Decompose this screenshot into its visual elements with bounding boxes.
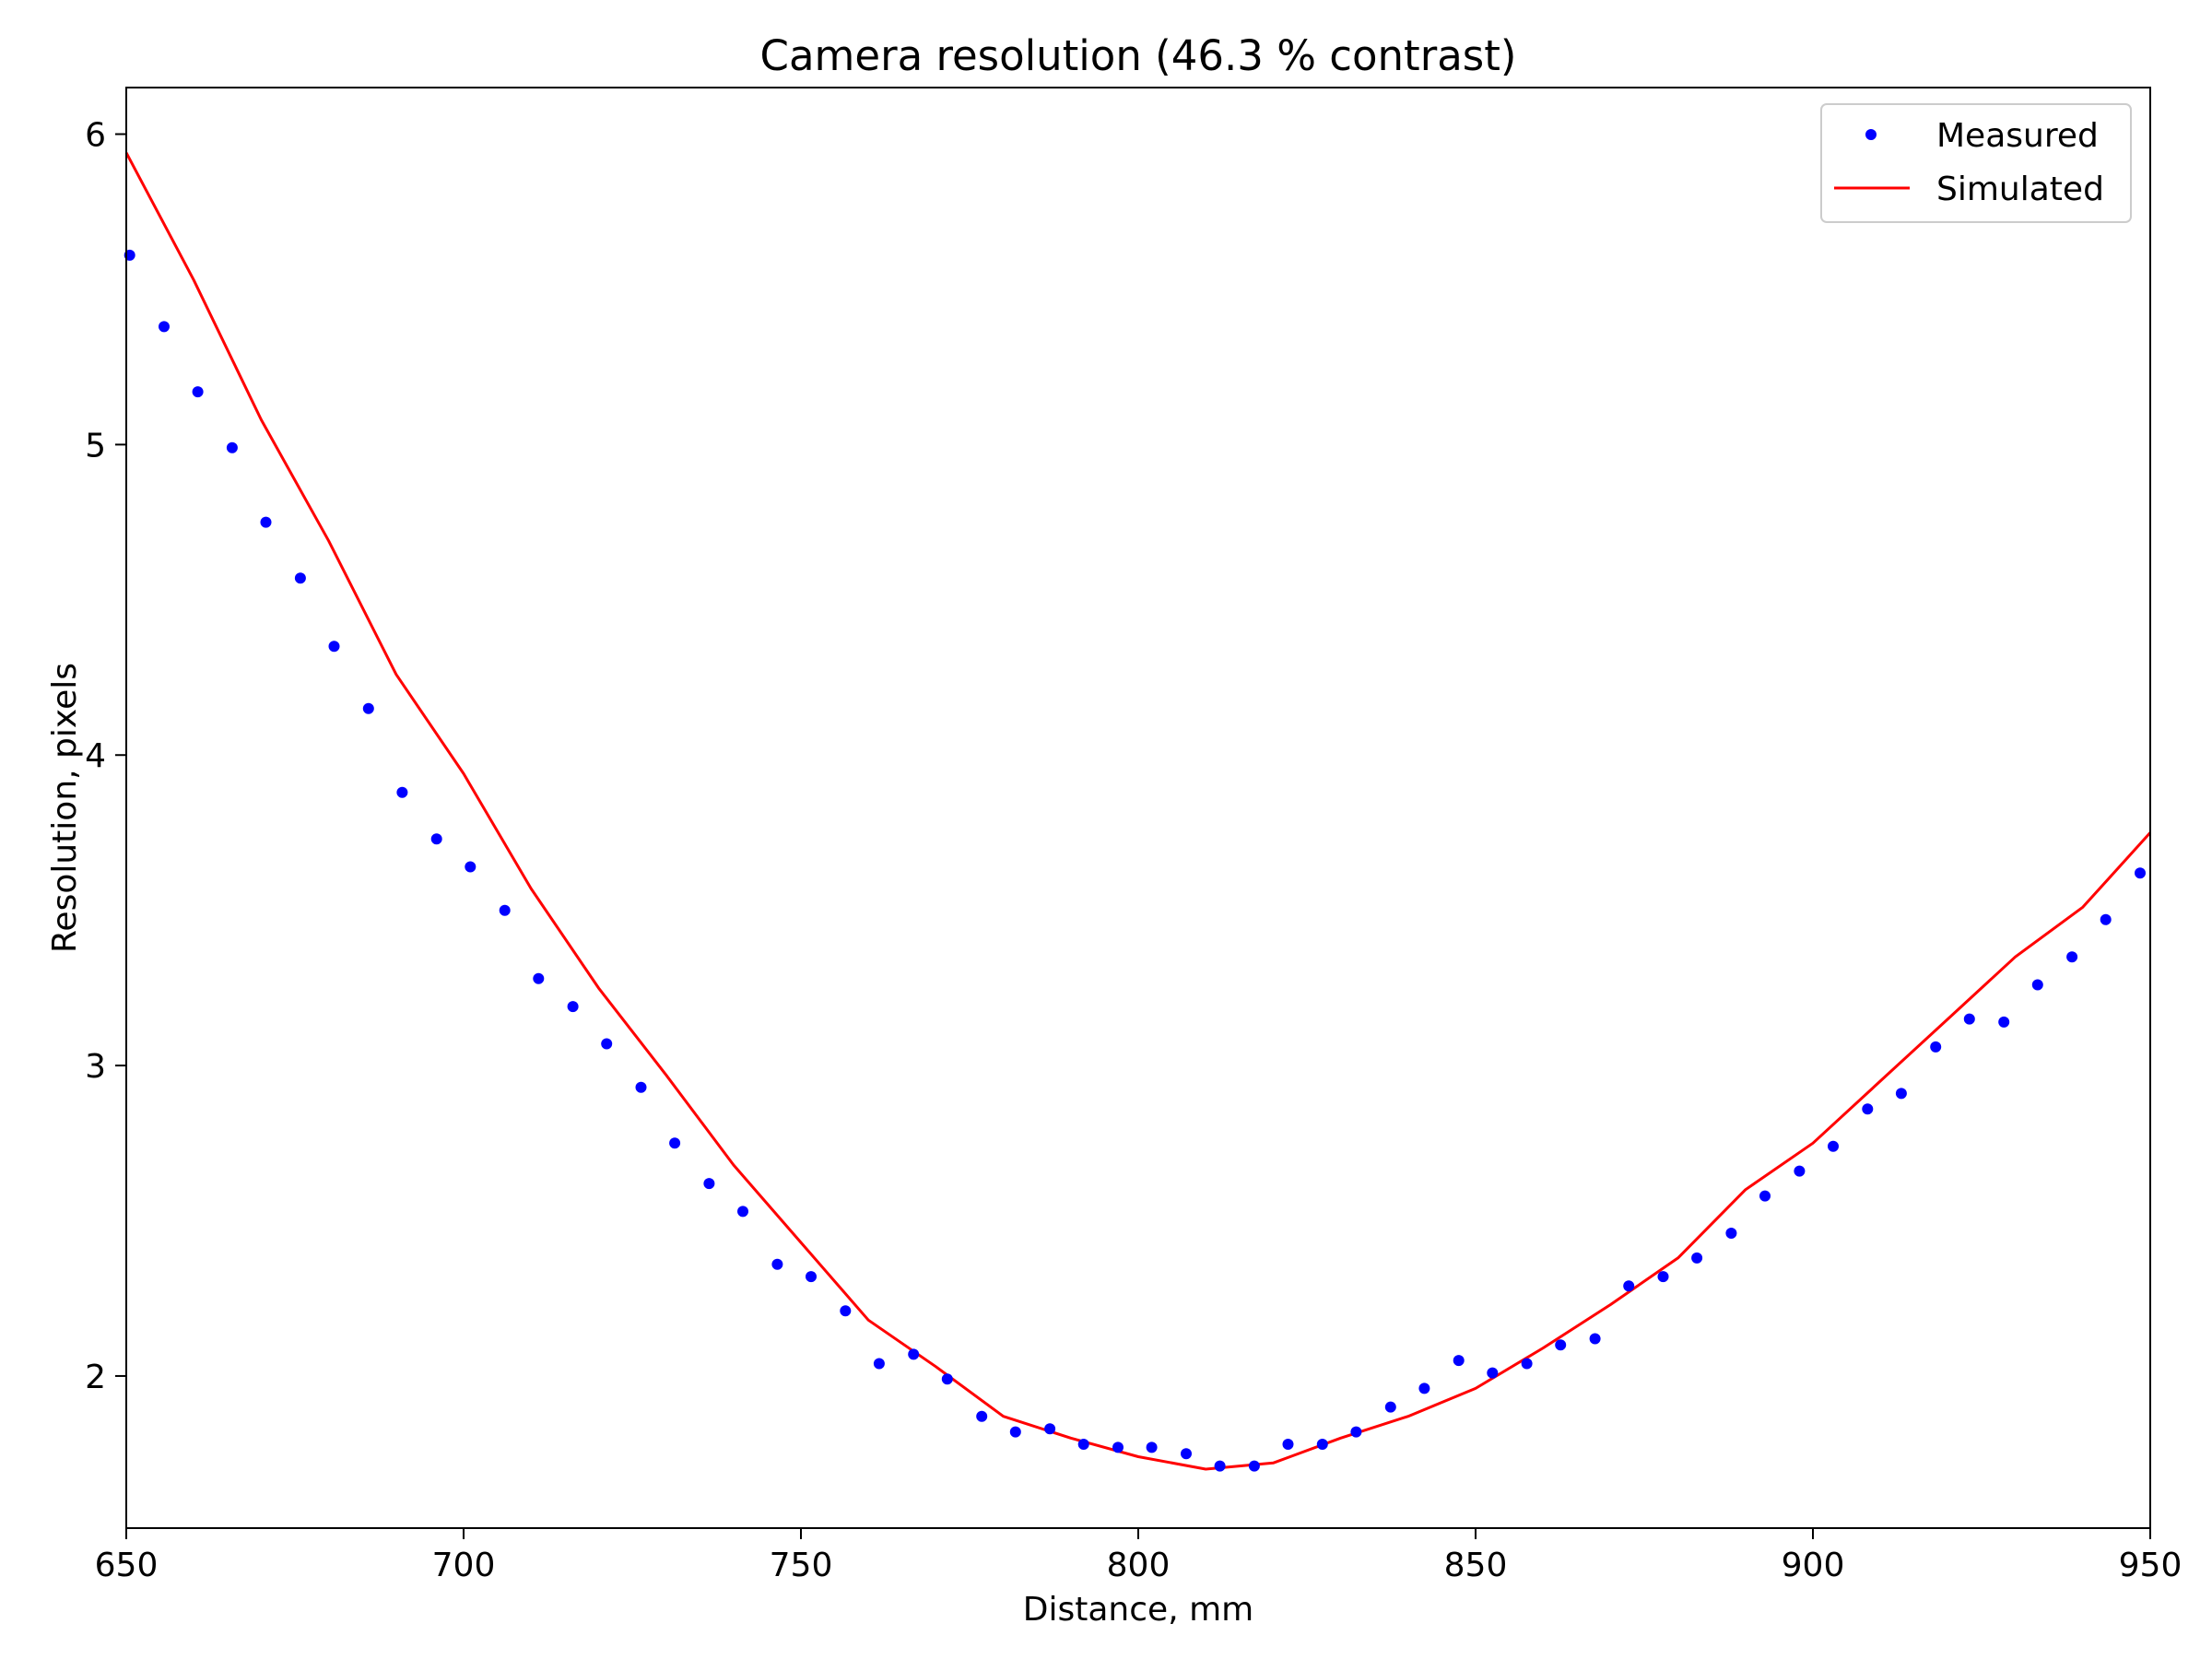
series-measured-point	[1725, 1228, 1737, 1239]
y-axis: 2 3 4 5 6	[85, 117, 126, 1396]
series-measured-point	[1214, 1460, 1226, 1472]
series-measured-point	[1963, 1013, 1975, 1025]
series-measured-point	[1181, 1448, 1192, 1460]
series-measured-point	[1316, 1439, 1328, 1450]
series-measured-point	[1862, 1103, 1874, 1115]
legend: Measured Simulated	[1820, 103, 2132, 223]
y-tick-label: 2	[85, 1359, 106, 1396]
x-axis-label: Distance, mm	[1023, 1591, 1253, 1629]
series-measured-point	[1282, 1439, 1294, 1450]
series-measured-point	[1589, 1333, 1601, 1345]
legend-box	[1820, 103, 2132, 223]
series-measured-point	[1691, 1252, 1703, 1264]
x-tick-label: 850	[1444, 1547, 1508, 1584]
series-measured-point	[1930, 1041, 1942, 1053]
x-tick-label: 950	[2119, 1547, 2183, 1584]
legend-marker-measured	[1865, 129, 1877, 140]
series-measured-point	[2100, 913, 2112, 925]
y-axis-label: Resolution, pixels	[46, 663, 84, 953]
series-measured-point	[703, 1178, 715, 1190]
x-tick-label: 700	[432, 1547, 496, 1584]
y-tick-label: 6	[85, 117, 106, 155]
series-measured-point	[840, 1305, 852, 1317]
series-measured-point	[1044, 1423, 1056, 1435]
x-tick-label: 800	[1107, 1547, 1171, 1584]
series-measured-point	[2135, 867, 2146, 879]
chart-title: Camera resolution (46.3 % contrast)	[760, 31, 1517, 80]
series-measured-point	[873, 1358, 885, 1370]
series-measured-point	[1759, 1190, 1771, 1202]
x-tick-label: 750	[770, 1547, 833, 1584]
series-measured-point	[635, 1081, 647, 1093]
series-measured-point	[465, 861, 477, 873]
series-measured-point	[1828, 1140, 1839, 1152]
series-measured-point	[1895, 1088, 1907, 1100]
series-measured-point	[806, 1271, 817, 1283]
series-measured-point	[1112, 1441, 1124, 1453]
series-measured-point	[1077, 1439, 1089, 1450]
series-measured-point	[908, 1348, 920, 1360]
series-measured-point	[328, 641, 340, 653]
series-measured-point	[1453, 1355, 1465, 1367]
x-axis: 650 700 750 800 850 900 950	[95, 1528, 2183, 1584]
series-measured-point	[1657, 1271, 1669, 1283]
series-measured-point	[1623, 1280, 1635, 1292]
series-measured-point	[226, 441, 238, 453]
y-tick-label: 4	[85, 737, 106, 775]
series-measured-point	[1248, 1460, 1260, 1472]
series-measured-point	[1350, 1426, 1362, 1438]
series-measured-point	[396, 786, 408, 798]
series-measured-point	[1009, 1426, 1021, 1438]
series-measured-point	[533, 972, 545, 984]
series-measured-point	[1384, 1401, 1396, 1413]
series-measured-point	[362, 702, 374, 714]
series-measured-point	[499, 904, 511, 916]
series-measured-point	[669, 1137, 681, 1149]
plot-frame	[125, 87, 2151, 1529]
legend-label-simulated: Simulated	[1936, 171, 2104, 208]
series-measured-point	[294, 572, 306, 584]
plot-area	[124, 151, 2152, 1472]
series-measured-point	[1521, 1358, 1533, 1370]
series-measured-point	[1555, 1339, 1567, 1351]
series-measured-point	[1794, 1165, 1806, 1177]
series-measured-point	[737, 1206, 748, 1218]
y-tick-label: 3	[85, 1048, 106, 1086]
series-measured-point	[2031, 979, 2043, 991]
series-measured-point	[159, 321, 170, 333]
series-measured-point	[2066, 951, 2078, 963]
series-measured-point	[941, 1373, 953, 1385]
series-measured-point	[567, 1001, 579, 1013]
legend-label-measured: Measured	[1936, 117, 2099, 155]
y-tick-label: 5	[85, 427, 106, 465]
series-measured-point	[1418, 1382, 1430, 1394]
series-measured-point	[771, 1258, 783, 1270]
series-measured-point	[430, 833, 442, 845]
series-measured-point	[601, 1038, 613, 1050]
x-tick-label: 900	[1782, 1547, 1845, 1584]
series-measured-point	[976, 1410, 988, 1422]
series-measured-point	[1487, 1367, 1499, 1379]
series-simulated-line	[124, 151, 2152, 1471]
x-tick-label: 650	[95, 1547, 159, 1584]
series-measured-point	[260, 516, 272, 528]
series-measured-point	[1146, 1441, 1158, 1453]
series-measured-point	[192, 386, 204, 398]
series-measured-point	[1998, 1016, 2010, 1028]
